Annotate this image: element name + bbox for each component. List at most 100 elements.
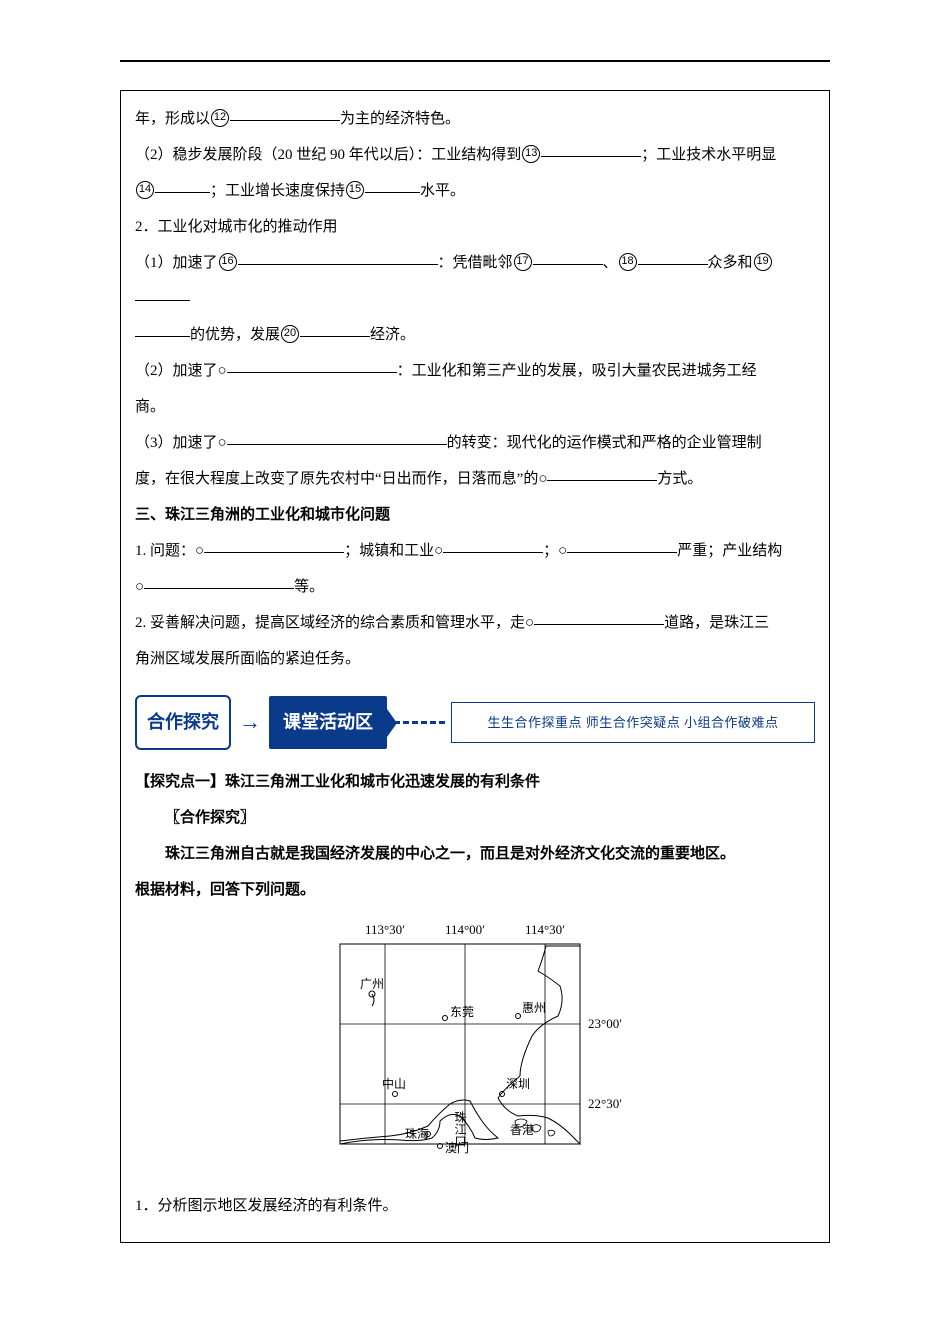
line-8: （3）加速了○ 的转变：现代化的运作模式和严格的企业管理制 — [135, 425, 815, 461]
blank — [227, 429, 447, 445]
blank — [443, 537, 543, 553]
blank — [227, 357, 397, 373]
banner-right-label: 生生合作探重点 师生合作突疑点 小组合作破难点 — [451, 702, 815, 743]
text: （3）加速了○ — [135, 435, 227, 451]
heading-3: 三、珠江三角洲的工业化和城市化问题 — [135, 497, 815, 533]
problem-4: 角洲区域发展所面临的紧迫任务。 — [135, 641, 815, 677]
text: ○ — [135, 579, 144, 595]
line-7: 商。 — [135, 389, 815, 425]
blank — [534, 609, 664, 625]
city-zhuhai: 珠海 — [405, 1126, 429, 1141]
text: 众多和 — [708, 255, 753, 271]
map-figure: 113°30′ 114°00′ 114°30′ 23°00′ 22°30′ — [135, 916, 815, 1180]
top-rule — [120, 60, 830, 62]
banner: 合作探究 → 课堂活动区 生生合作探重点 师生合作突疑点 小组合作破难点 — [135, 695, 815, 750]
subheading-2: 2．工业化对城市化的推动作用 — [135, 209, 815, 245]
city-zhongshan: 中山 — [382, 1076, 406, 1091]
text: 的优势，发展 — [190, 327, 280, 343]
city-guangzhou: 广州 — [360, 977, 384, 991]
line-3: 14 ；工业增长速度保持15 水平。 — [135, 173, 815, 209]
text: （2）加速了○ — [135, 363, 227, 379]
text: ；城镇和工业○ — [344, 543, 443, 559]
city-dot — [516, 1014, 521, 1019]
line-5: 的优势，发展20 经济。 — [135, 317, 815, 353]
text: 为主的经济特色。 — [340, 111, 460, 127]
blank — [135, 285, 190, 301]
lon-label-3: 114°30′ — [525, 922, 565, 937]
coop-explore-label: 〖合作探究〗 — [135, 800, 815, 836]
blank — [238, 249, 438, 265]
intro-para-1: 珠江三角洲自古就是我国经济发展的中心之一，而且是对外经济文化交流的重要地区。 — [135, 836, 815, 872]
text: 年，形成以 — [135, 111, 210, 127]
text: 严重；产业结构 — [677, 543, 782, 559]
text: 1. 问题：○ — [135, 543, 204, 559]
text: 、 — [603, 255, 618, 271]
text: 2. 妥善解决问题，提高区域经济的综合素质和管理水平，走○ — [135, 615, 534, 631]
explore-title: 【探究点一】珠江三角洲工业化和城市化迅速发展的有利条件 — [135, 764, 815, 800]
city-xianggang: 香港 — [510, 1123, 534, 1137]
text: ；工业技术水平明显 — [641, 147, 776, 163]
circled-15: 15 — [346, 181, 364, 199]
blank — [541, 141, 641, 157]
problem-2: ○ 等。 — [135, 569, 815, 605]
text: 的转变：现代化的运作模式和严格的企业管理制 — [447, 435, 762, 451]
arrow-icon: → — [239, 696, 261, 749]
blank — [638, 249, 708, 265]
city-dot — [393, 1092, 398, 1097]
circled-19: 19 — [754, 253, 772, 271]
text: （1）加速了 — [135, 255, 218, 271]
prd-map-svg: 113°30′ 114°00′ 114°30′ 23°00′ 22°30′ — [310, 916, 640, 1166]
lon-label-2: 114°00′ — [445, 922, 485, 937]
line-continue: 年，形成以12 为主的经济特色。 — [135, 101, 815, 137]
circled-12: 12 — [211, 109, 229, 127]
city-shenzhen: 深圳 — [506, 1077, 530, 1091]
circled-18: 18 — [619, 253, 637, 271]
text: ：凭借毗邻 — [438, 255, 513, 271]
text: ；○ — [543, 543, 567, 559]
blank — [547, 465, 657, 481]
banner-left-label: 合作探究 — [135, 695, 231, 750]
lon-label-1: 113°30′ — [365, 922, 405, 937]
blank — [144, 573, 294, 589]
text: ：工业化和第三产业的发展，吸引大量农民进城务工经 — [397, 363, 757, 379]
label-zhujiangkou: 珠江口 — [453, 1111, 467, 1147]
text: （2）稳步发展阶段（20 世纪 90 年代以后）：工业结构得到 — [135, 147, 521, 163]
island — [548, 1130, 555, 1136]
blank — [135, 321, 190, 337]
problem-3: 2. 妥善解决问题，提高区域经济的综合素质和管理水平，走○ 道路，是珠江三 — [135, 605, 815, 641]
circled-20: 20 — [281, 325, 299, 343]
blank — [300, 321, 370, 337]
question-1: 1．分析图示地区发展经济的有利条件。 — [135, 1188, 815, 1224]
text: 道路，是珠江三 — [664, 615, 769, 631]
line-9: 度，在很大程度上改变了原先农村中“日出而作，日落而息”的○ 方式。 — [135, 461, 815, 497]
text: 等。 — [294, 579, 324, 595]
line-4: （1）加速了16 ：凭借毗邻17 、18 众多和19 — [135, 245, 815, 317]
text: ；工业增长速度保持 — [210, 183, 345, 199]
content-box: 年，形成以12 为主的经济特色。 （2）稳步发展阶段（20 世纪 90 年代以后）… — [120, 90, 830, 1243]
blank — [230, 105, 340, 121]
blank — [533, 249, 603, 265]
blank — [365, 177, 420, 193]
circled-13: 13 — [522, 145, 540, 163]
lat-label-2: 22°30′ — [588, 1096, 622, 1111]
river-frag — [372, 994, 374, 1006]
circled-14: 14 — [136, 181, 154, 199]
text: 度，在很大程度上改变了原先农村中“日出而作，日落而息”的○ — [135, 471, 547, 487]
intro-para-2: 根据材料，回答下列问题。 — [135, 872, 815, 908]
lat-label-1: 23°00′ — [588, 1016, 622, 1031]
city-dot — [443, 1016, 448, 1021]
blank — [567, 537, 677, 553]
line-6: （2）加速了○ ：工业化和第三产业的发展，吸引大量农民进城务工经 — [135, 353, 815, 389]
city-huizhou: 惠州 — [522, 1001, 546, 1015]
circled-17: 17 — [514, 253, 532, 271]
text: 水平。 — [420, 183, 465, 199]
blank — [204, 537, 344, 553]
banner-mid-label: 课堂活动区 — [269, 696, 387, 749]
text: 经济。 — [370, 327, 415, 343]
circled-16: 16 — [219, 253, 237, 271]
problem-1: 1. 问题：○ ；城镇和工业○ ；○ 严重；产业结构 — [135, 533, 815, 569]
coastline-east — [498, 946, 580, 1144]
text: 方式。 — [657, 471, 702, 487]
city-dongguan: 东莞 — [450, 1005, 474, 1019]
line-2: （2）稳步发展阶段（20 世纪 90 年代以后）：工业结构得到13 ；工业技术水平… — [135, 137, 815, 173]
